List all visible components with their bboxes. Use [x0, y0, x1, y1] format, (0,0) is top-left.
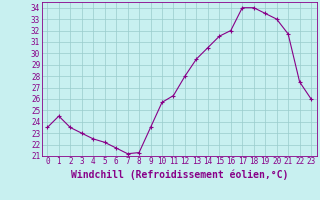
X-axis label: Windchill (Refroidissement éolien,°C): Windchill (Refroidissement éolien,°C) — [70, 169, 288, 180]
